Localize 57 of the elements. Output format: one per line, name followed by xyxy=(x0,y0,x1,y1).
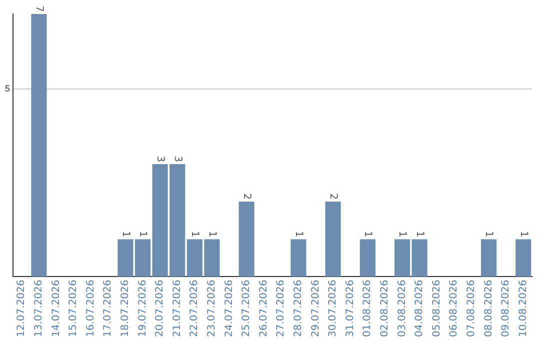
x-tick-label: 03.08.2026 xyxy=(396,280,408,338)
x-tick-label: 23.07.2026 xyxy=(206,280,218,338)
x-tick-label: 19.07.2026 xyxy=(137,280,148,338)
data-label: 2 xyxy=(327,193,338,200)
bar xyxy=(360,239,376,277)
x-tick-label: 12.07.2026 xyxy=(16,280,28,338)
x-tick-label: 08.08.2026 xyxy=(483,280,494,338)
data-label: 2 xyxy=(240,193,252,200)
data-label: 1 xyxy=(414,230,425,238)
data-label: 1 xyxy=(137,230,148,238)
data-label: 3 xyxy=(154,156,166,162)
bar xyxy=(31,14,47,277)
x-tick-label: 02.08.2026 xyxy=(380,280,391,338)
x-tick-label: 04.08.2026 xyxy=(414,280,426,338)
x-tick-label: 16.07.2026 xyxy=(85,280,96,338)
x-tick-label: 15.07.2026 xyxy=(68,280,80,338)
data-label: 1 xyxy=(189,230,200,238)
x-tick-label: 18.07.2026 xyxy=(120,280,132,338)
bar xyxy=(134,239,151,277)
bar xyxy=(394,239,410,277)
data-label: 1 xyxy=(483,230,494,238)
data-label: 1 xyxy=(292,230,304,238)
data-label: 1 xyxy=(120,230,131,238)
bar xyxy=(325,202,341,277)
x-tick-label: 29.07.2026 xyxy=(310,280,322,338)
x-tick-label: 01.08.2026 xyxy=(362,280,374,338)
x-tick-label: 27.07.2026 xyxy=(276,280,287,338)
x-tick-label: 28.07.2026 xyxy=(293,280,304,338)
x-tick-label: 13.07.2026 xyxy=(34,280,45,338)
y-tick-label: 5 xyxy=(4,84,10,94)
x-tick-label: 26.07.2026 xyxy=(258,280,270,338)
bar xyxy=(238,202,254,277)
bar xyxy=(118,239,134,277)
x-tick-label: 21.07.2026 xyxy=(172,280,183,338)
data-label: 3 xyxy=(172,156,183,162)
data-label: 1 xyxy=(518,230,529,238)
data-label: 1 xyxy=(206,230,218,238)
x-tick-label: 09.08.2026 xyxy=(500,280,512,338)
x-tick-label: 22.07.2026 xyxy=(189,280,200,338)
bar xyxy=(480,239,497,277)
data-label: 1 xyxy=(396,230,408,238)
bar xyxy=(290,239,306,277)
x-tick-label: 17.07.2026 xyxy=(102,280,114,338)
bar xyxy=(516,239,532,277)
bar xyxy=(412,239,428,277)
x-tick-label: 20.07.2026 xyxy=(154,280,166,338)
x-tick-label: 05.08.2026 xyxy=(431,280,442,338)
x-tick-label: 06.08.2026 xyxy=(448,280,460,338)
x-tick-label: 07.08.2026 xyxy=(466,280,478,338)
x-tick-label: 31.07.2026 xyxy=(344,280,356,338)
x-tick-label: 14.07.2026 xyxy=(50,280,62,338)
x-tick-label: 25.07.2026 xyxy=(241,280,252,338)
data-label: 7 xyxy=(33,6,44,12)
data-label: 1 xyxy=(362,230,374,238)
x-tick-label: 30.07.2026 xyxy=(328,280,339,338)
x-tick-label: 10.08.2026 xyxy=(518,280,529,338)
x-tick-label: 24.07.2026 xyxy=(224,280,235,338)
